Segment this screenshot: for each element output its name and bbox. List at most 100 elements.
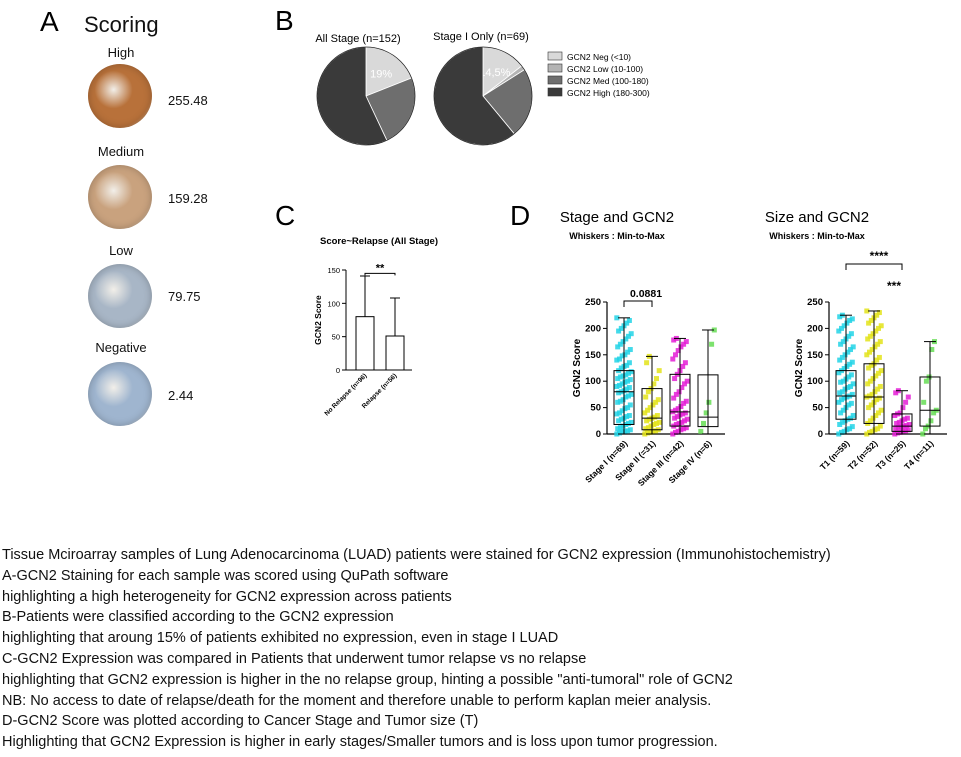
box-data-point [673,407,678,413]
tma-score-medium: 159.28 [168,191,208,206]
box-data-point [680,411,686,417]
box-data-point [870,331,876,337]
box-data-point [618,416,624,422]
bar-y-tick-label: 100 [327,299,340,308]
box-data-point [674,414,680,420]
box-data-point [645,407,650,413]
box-data-point [892,413,898,419]
box-y-axis-label: GCN2 Score [794,338,805,397]
pie-charts: All Stage (n=152) 19% Stage I Only (n=69) 1… [315,31,650,146]
box-data-point [850,381,856,387]
box-data-point [842,386,848,392]
caption-line: C-GCN2 Expression was compared in Patien… [2,650,587,667]
scoring-title: Scoring [84,12,159,37]
box-data-point [893,426,899,432]
box-data-point [683,425,689,431]
box-data-point [642,431,648,437]
box-significance-label: **** [870,249,889,263]
box-data-point [846,402,852,408]
box-data-point [876,370,881,376]
box-data-point [876,395,882,401]
box-data-point [628,391,634,397]
box-data-point [656,368,662,374]
box-data-point [849,316,855,322]
box-data-point [655,397,661,403]
box-significance-label: *** [887,279,901,293]
box-data-point [897,429,903,435]
tma-score-negative: 2.44 [168,388,194,403]
box-data-point [900,405,906,411]
box-data-point [683,398,689,404]
box-data-point [850,413,856,419]
caption-line: Tissue Mciroarray samples of Lung Adenoc… [2,547,831,563]
box-data-point [626,413,632,419]
box-data-point [839,325,844,331]
box-data-point [645,425,651,431]
box-y-tick-label: 0 [818,429,823,440]
box-data-point [617,410,622,416]
box-data-point [625,428,631,434]
box-data-point [619,353,625,359]
box-data-point [682,360,688,366]
box-data-point [676,389,682,395]
box-data-point [648,423,654,429]
box-data-point [651,421,657,427]
box-data-point [847,361,853,367]
box-y-tick-label: 100 [807,376,823,387]
box-data-point [709,341,715,347]
box-data-point [616,328,622,334]
box-data-point [651,381,657,387]
box-data-point [848,372,854,378]
box-data-point [836,399,842,405]
box-data-point [654,420,659,426]
box-iqr [919,376,941,427]
box-data-point [672,415,678,421]
box-data-point [645,430,650,436]
box-iqr [669,373,691,427]
box-data-point [614,383,620,389]
caption-line: Highlighting that GCN2 Expression is hig… [2,734,718,751]
box-data-point [652,414,658,420]
box-data-point [878,323,884,329]
box-chart-title: Size and GCN2 [765,209,869,226]
box-data-point [675,428,681,434]
box-data-point [682,381,687,387]
bar-chart-title: Score~Relapse (All Stage) [320,236,438,247]
box-data-point [672,376,678,382]
box-data-point [898,424,904,430]
box-data-point [904,415,910,421]
box-data-point [656,419,662,425]
box-data-point [837,357,843,363]
box-data-point [617,341,623,347]
box-data-point [844,363,850,369]
box-data-point [670,431,676,437]
box-data-point [615,344,621,350]
box-data-point [876,325,881,331]
stage-box-plot: Stage and GCN2 Whiskers : Min-to-Max GCN2 … [560,209,725,488]
figure-caption: Tissue Mciroarray samples of Lung Adenoc… [2,545,960,753]
pie-slice-label: 14,5% [479,67,510,79]
box-data-point [626,385,632,391]
box-data-point [679,385,685,391]
box-y-tick-label: 150 [585,350,601,361]
tma-core-negative-image [88,362,152,426]
box-y-tick-label: 200 [807,323,823,334]
box-data-point [841,366,847,372]
box-data-point [615,399,621,405]
box-data-point [617,356,622,362]
bar-y-tick-label: 50 [332,333,340,342]
legend-swatch [547,63,563,73]
box-data-point [872,344,878,350]
box-data-point [905,427,911,433]
box-data-point [872,389,878,395]
box-data-point [867,418,873,424]
box-data-point [872,427,878,433]
box-data-point [624,414,630,420]
box-data-point [868,317,874,323]
box-data-point [875,341,881,347]
box-data-point [903,428,909,434]
box-data-point [654,376,659,382]
box-data-point [626,333,631,339]
tma-core-low-image [88,264,152,328]
box-data-point [675,348,681,354]
